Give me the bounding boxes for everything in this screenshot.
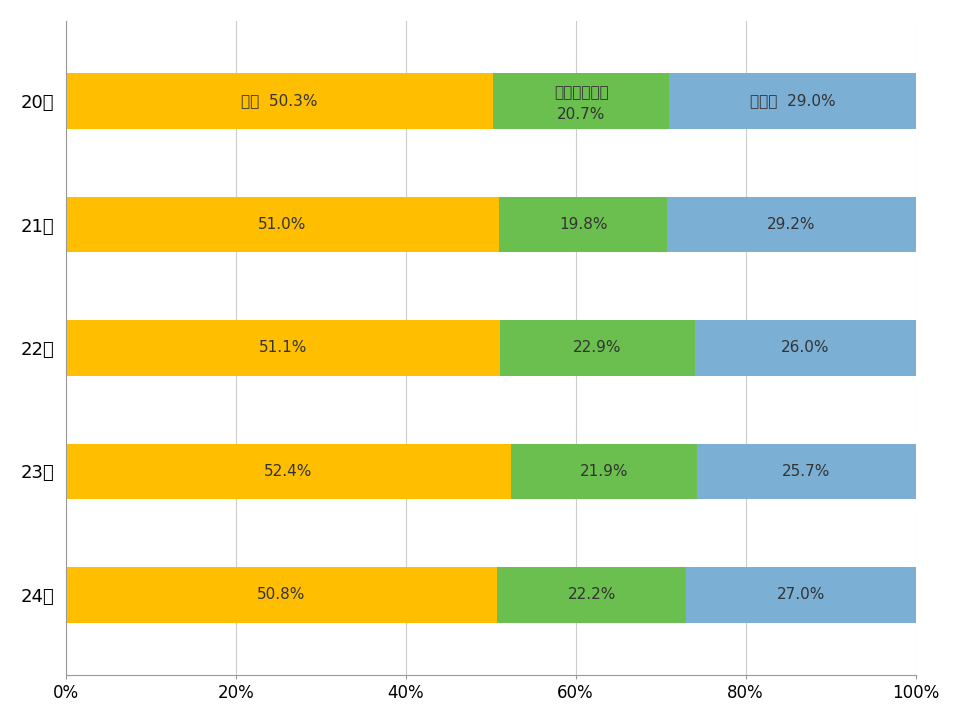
Text: 51.0%: 51.0%	[258, 217, 306, 232]
Bar	[65, 444, 511, 499]
Bar	[499, 197, 667, 252]
Text: 愛知  50.3%: 愛知 50.3%	[241, 93, 318, 108]
Bar	[686, 567, 916, 623]
Bar	[65, 567, 497, 623]
Text: 19.8%: 19.8%	[559, 217, 608, 232]
Text: その他  29.0%: その他 29.0%	[750, 93, 835, 108]
Bar	[511, 444, 697, 499]
Text: 26.0%: 26.0%	[780, 341, 829, 356]
Text: 22.9%: 22.9%	[573, 341, 621, 356]
Text: 27.0%: 27.0%	[777, 587, 825, 602]
Text: 25.7%: 25.7%	[782, 464, 830, 479]
Bar	[493, 73, 669, 129]
Text: 21.9%: 21.9%	[580, 464, 629, 479]
Bar	[667, 197, 916, 252]
Bar	[497, 567, 686, 623]
Text: 22.2%: 22.2%	[567, 587, 616, 602]
Bar	[697, 444, 916, 499]
Bar	[65, 73, 493, 129]
Bar	[500, 320, 695, 376]
Bar	[65, 197, 499, 252]
Text: 52.4%: 52.4%	[264, 464, 313, 479]
Text: 51.1%: 51.1%	[258, 341, 307, 356]
Bar	[669, 73, 916, 129]
Bar	[695, 320, 916, 376]
Text: 29.2%: 29.2%	[767, 217, 816, 232]
Text: 愛知除く東海: 愛知除く東海	[554, 85, 609, 100]
Text: 50.8%: 50.8%	[257, 587, 305, 602]
Bar	[65, 320, 500, 376]
Text: 20.7%: 20.7%	[557, 107, 606, 122]
